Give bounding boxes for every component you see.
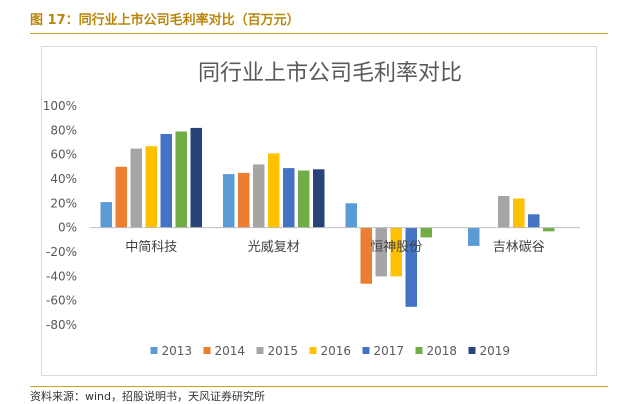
bar-光威复材-2019	[313, 169, 325, 228]
legend-swatch-2015	[256, 347, 264, 354]
y-tick-label: -60%	[46, 294, 77, 308]
legend-swatch-2014	[203, 347, 211, 354]
legend-swatch-2013	[150, 347, 158, 354]
y-tick-label: 20%	[50, 196, 77, 210]
legend-swatch-2017	[362, 347, 370, 354]
legend-label: 2019	[480, 344, 511, 358]
legend-label: 2017	[374, 344, 405, 358]
category-label: 中简科技	[125, 239, 177, 255]
bar-恒神股份-2018	[420, 227, 432, 238]
bar-恒神股份-2016	[390, 227, 402, 277]
category-labels: 中简科技 光威复材 恒神股份 吉林碳谷	[125, 239, 545, 255]
bar-光威复材-2013	[223, 174, 235, 228]
source-note: 资料来源：wind，招股说明书，天风证券研究所	[30, 390, 266, 403]
bar-恒神股份-2015	[375, 227, 387, 277]
legend-swatch-2019	[468, 347, 476, 354]
bar-中简科技-2017	[160, 134, 172, 228]
bar-光威复材-2016	[268, 153, 280, 228]
category-label: 光威复材	[248, 240, 300, 255]
bar-光威复材-2015	[253, 164, 265, 228]
category-label: 吉林碳谷	[493, 240, 545, 255]
category-label: 恒神股份	[370, 240, 422, 255]
legend-swatch-2016	[309, 347, 317, 354]
y-tick-label: 100%	[43, 99, 77, 113]
bar-恒神股份-2013	[345, 203, 357, 228]
legend-label: 2014	[215, 344, 246, 358]
legend-swatch-2018	[415, 347, 423, 354]
bar-吉林碳谷-2018	[543, 227, 555, 232]
bar-光威复材-2018	[298, 170, 310, 228]
y-tick-label: -40%	[46, 269, 77, 283]
bar-中简科技-2016	[145, 146, 157, 228]
legend-label: 2013	[162, 344, 193, 358]
bar-中简科技-2015	[130, 148, 142, 228]
bar-中简科技-2013	[100, 202, 112, 228]
y-tick-label: 40%	[50, 172, 77, 186]
legend-label: 2016	[321, 344, 352, 358]
chart-title: 同行业上市公司毛利率对比	[198, 61, 462, 86]
bar-吉林碳谷-2017	[528, 214, 540, 228]
bar-中简科技-2014	[115, 166, 127, 228]
y-tick-label: 0%	[58, 221, 77, 235]
legend-label: 2018	[427, 344, 458, 358]
figure-caption: 图 17：同行业上市公司毛利率对比（百万元）	[30, 13, 300, 28]
bar-光威复材-2014	[238, 172, 250, 228]
y-tick-label: -80%	[46, 318, 77, 332]
bar-吉林碳谷-2016	[513, 198, 525, 228]
bar-吉林碳谷-2013	[468, 227, 480, 246]
bar-吉林碳谷-2015	[498, 196, 510, 228]
bar-恒神股份-2017	[405, 227, 417, 307]
caption-divider	[30, 33, 608, 34]
y-tick-label: 60%	[50, 148, 77, 162]
bar-中简科技-2018	[175, 131, 187, 228]
y-tick-label: 80%	[50, 123, 77, 137]
legend: 2013 2014 2015 2016 2017 2018 2019	[150, 344, 511, 358]
bars	[100, 127, 555, 307]
legend-label: 2015	[268, 344, 299, 358]
bar-中简科技-2019	[190, 127, 202, 228]
footer-divider	[30, 386, 608, 387]
bar-光威复材-2017	[283, 168, 295, 228]
y-axis: 100% 80% 60% 40% 20% 0% -20% -40% -60% -80%	[43, 99, 77, 332]
y-tick-label: -20%	[46, 245, 77, 259]
bar-恒神股份-2014	[360, 227, 372, 284]
